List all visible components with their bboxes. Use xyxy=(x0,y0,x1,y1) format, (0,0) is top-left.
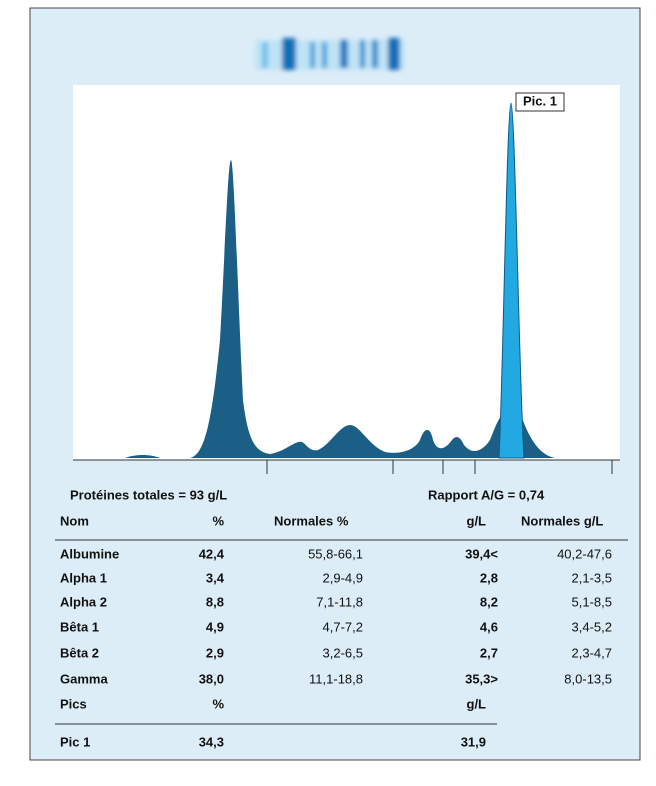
table-cell: 4,9 xyxy=(206,619,224,634)
table-cell: 4,6 xyxy=(480,619,498,634)
table-cell: 4,7-7,2 xyxy=(323,619,363,634)
peak-cell: 31,9 xyxy=(461,734,486,749)
table-cell: Alpha 2 xyxy=(60,594,107,609)
table-cell: 5,1-8,5 xyxy=(572,594,612,609)
table-cell: Gamma xyxy=(60,671,108,686)
table-cell: 42,4 xyxy=(199,546,225,561)
table-header: Normales % xyxy=(274,513,349,528)
table-cell: 3,2-6,5 xyxy=(323,645,363,660)
table-cell: 2,1-3,5 xyxy=(572,570,612,585)
table-cell: 2,7 xyxy=(480,645,498,660)
table-cell: Alpha 1 xyxy=(60,570,107,585)
peaks-header: g/L xyxy=(467,696,487,711)
table-header: % xyxy=(212,513,224,528)
peaks-header: % xyxy=(212,696,224,711)
ag-ratio: Rapport A/G = 0,74 xyxy=(428,487,545,502)
table-cell: 35,3> xyxy=(465,671,498,686)
peak-cell: Pic 1 xyxy=(60,734,90,749)
peak-cell: 34,3 xyxy=(199,734,224,749)
graph-area xyxy=(73,85,620,460)
table-cell: 39,4< xyxy=(465,546,498,561)
peaks-header: Pics xyxy=(60,696,87,711)
table-cell: 8,2 xyxy=(480,594,498,609)
table-cell: 3,4 xyxy=(206,570,225,585)
table-header: Nom xyxy=(60,513,89,528)
peak-label: Pic. 1 xyxy=(523,93,557,108)
table-cell: Albumine xyxy=(60,546,119,561)
table-cell: 11,1-18,8 xyxy=(309,671,363,686)
table-cell: 2,9 xyxy=(206,645,224,660)
report: Pic. 1 Protéines totales = 93 g/L Rappor… xyxy=(0,0,656,781)
table-cell: 3,4-5,2 xyxy=(572,619,612,634)
gel-strip xyxy=(255,38,405,70)
table-cell: 8,8 xyxy=(206,594,224,609)
table-cell: 2,3-4,7 xyxy=(572,645,612,660)
table-cell: 55,8-66,1 xyxy=(308,546,363,561)
table-cell: 2,9-4,9 xyxy=(323,570,363,585)
table-cell: Bêta 1 xyxy=(60,619,99,634)
table-header: Normales g/L xyxy=(521,513,603,528)
table-cell: 38,0 xyxy=(199,671,224,686)
table-cell: Bêta 2 xyxy=(60,645,99,660)
table-cell: 7,1-11,8 xyxy=(316,594,363,609)
table-header: g/L xyxy=(467,513,487,528)
table-cell: 40,2-47,6 xyxy=(557,546,612,561)
total-protein: Protéines totales = 93 g/L xyxy=(70,487,227,502)
table-cell: 8,0-13,5 xyxy=(564,671,612,686)
table-cell: 2,8 xyxy=(480,570,498,585)
